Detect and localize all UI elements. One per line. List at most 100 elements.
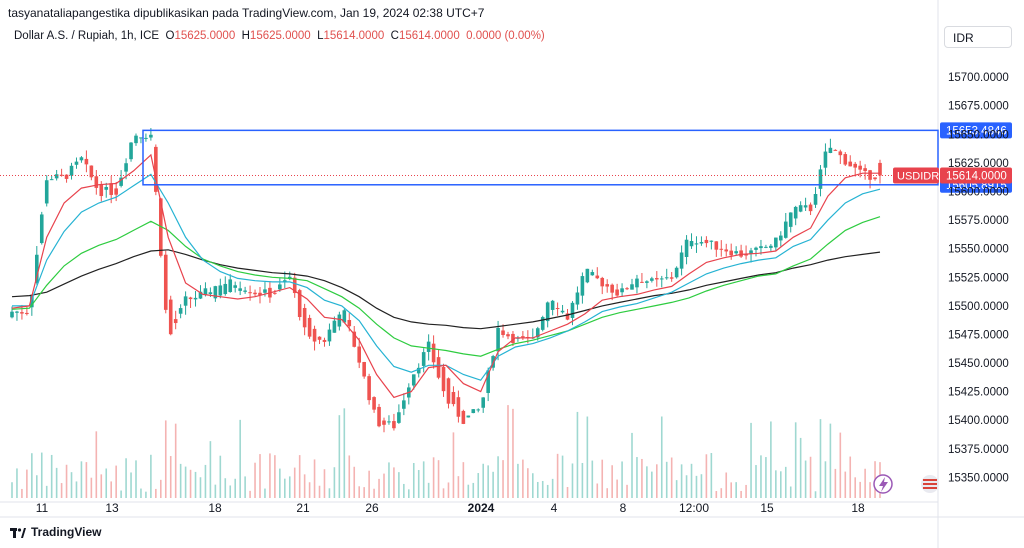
volume-bar [799, 437, 802, 498]
price-tick-label: 15425.0000 [948, 387, 1009, 399]
candle-body [104, 187, 109, 190]
candle-body [392, 421, 396, 429]
candle-body [833, 149, 838, 151]
candle-body [49, 179, 54, 181]
candle-body [253, 292, 257, 295]
candle-body [372, 397, 376, 410]
candle-body [674, 267, 679, 278]
candle-body [218, 285, 223, 296]
volume-bar [457, 476, 460, 498]
open-label: O [165, 30, 175, 42]
candle-body [605, 284, 609, 287]
candle-body [684, 239, 689, 258]
volume-bar [115, 465, 117, 498]
time-axis: 11 13 18 21 26 2024 4 8 12:00 15 18 [36, 501, 865, 515]
candle-body [193, 297, 198, 300]
candle-body [367, 376, 371, 401]
candle-body [278, 284, 282, 290]
volume-bar [670, 457, 673, 498]
candle-body [451, 391, 456, 405]
candle-body [198, 291, 203, 299]
volume-bar [323, 469, 326, 498]
volume-bar [422, 461, 425, 498]
volume-bar [665, 461, 668, 498]
time-tick-label: 4 [551, 501, 558, 515]
candle-body [650, 278, 654, 281]
candle-body [689, 240, 694, 247]
volume-bar [844, 471, 847, 498]
candle-body [828, 147, 833, 154]
candle-body [30, 295, 34, 308]
candle-body [233, 285, 237, 288]
candle-body [317, 336, 322, 340]
candle-body [25, 312, 29, 315]
volume-bar [849, 456, 852, 498]
price-tick-label: 15525.0000 [948, 272, 1009, 284]
candle-body [139, 137, 143, 139]
low-label: L [317, 30, 324, 42]
candle-body [402, 400, 406, 409]
candle-body [456, 397, 461, 417]
level-label: 15653.4846 [946, 125, 1007, 137]
candle-body [669, 277, 674, 279]
volume-bar [26, 469, 28, 498]
candle-body [545, 302, 550, 322]
volume-bar [824, 461, 827, 498]
range-box [142, 129, 939, 186]
candle-body [347, 319, 352, 327]
candle-body [769, 245, 773, 248]
candle-body [342, 310, 347, 323]
currency-button[interactable]: IDR [944, 26, 1012, 48]
candle-body [709, 240, 714, 242]
candle-body [501, 330, 505, 335]
volume-bar [571, 463, 574, 498]
candle-body [535, 328, 540, 338]
candle-body [714, 241, 719, 250]
lightning-bolt-icon [879, 477, 888, 492]
candle-body [580, 276, 585, 296]
volume-bar [745, 484, 747, 498]
candle-body [739, 250, 743, 257]
candle-body [610, 284, 614, 293]
volume-bar [85, 462, 88, 498]
candle-body [734, 251, 738, 254]
volume-bar [482, 463, 484, 498]
candle-body [258, 292, 262, 296]
candle-body [823, 151, 828, 168]
candle-body [550, 300, 555, 310]
candle-body [109, 183, 113, 195]
volume-bar [819, 419, 822, 498]
volume-bar [715, 491, 718, 498]
flag-stripe [923, 483, 937, 485]
volume-bar [507, 405, 509, 498]
volume-bar [135, 460, 137, 498]
ohlc-legend: Dollar A.S. / Rupiah, 1h, ICE O15625.000… [14, 30, 545, 42]
volume-bar [298, 455, 301, 498]
candle-body [20, 312, 24, 314]
volume-bar [601, 459, 604, 498]
volume-bar [596, 483, 599, 498]
candle-body [679, 252, 684, 269]
volume-bar [70, 472, 73, 498]
volume-bar [264, 488, 266, 498]
volume-bar [447, 482, 450, 498]
candle-body [724, 249, 729, 252]
volume-bar [541, 480, 544, 498]
candle-body [441, 366, 446, 392]
volume-bar [130, 472, 132, 498]
tradingview-footer[interactable]: TradingView [10, 525, 101, 539]
candle-body [585, 268, 590, 283]
tradingview-brand: TradingView [31, 525, 102, 539]
volume-bar [204, 464, 207, 498]
volume-bar [293, 467, 296, 498]
candle-body [635, 278, 639, 288]
volume-bar [532, 473, 534, 498]
open-value: 15625.0000 [174, 30, 236, 42]
volume-bar [21, 488, 23, 498]
volume-bar [859, 481, 861, 498]
volume-bar [95, 431, 98, 498]
candle-body [337, 314, 342, 327]
volume-bar [730, 482, 732, 498]
candle-body [540, 317, 545, 330]
